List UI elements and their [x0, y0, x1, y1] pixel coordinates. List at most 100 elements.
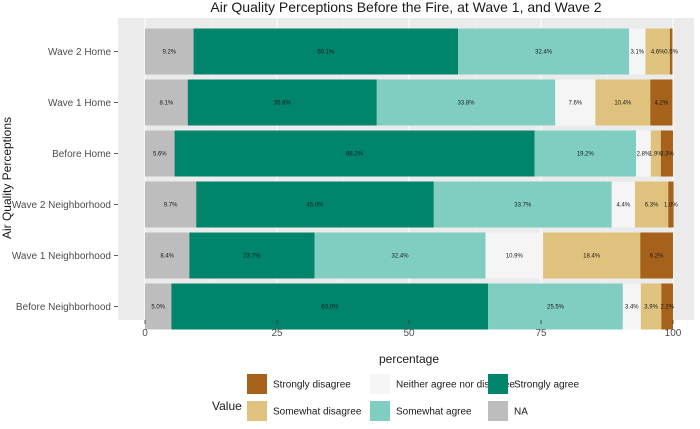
data-label: 35.8% — [274, 101, 292, 107]
y-axis-title: Air Quality Perceptions — [0, 117, 14, 239]
x-axis-ticks: 0 25 50 75 100 — [142, 320, 682, 339]
legend-label: Strongly disagree — [273, 380, 351, 391]
data-label: 19.2% — [577, 152, 595, 158]
bar-segment-strongly-disagree — [661, 283, 673, 330]
data-label: 50.1% — [317, 50, 335, 56]
data-label: 2.2% — [660, 305, 674, 311]
bar-segment-na — [145, 232, 190, 279]
bar-segment-neither-agree-nor-disagree — [636, 130, 651, 177]
bar-segment-somewhat-agree — [376, 79, 556, 126]
data-label: 3.1% — [631, 50, 645, 56]
legend-label: Somewhat disagree — [273, 407, 362, 418]
bar-segment-strongly-agree — [171, 283, 489, 330]
legend-key-somewhat-agree — [370, 401, 390, 421]
legend-label: NA — [514, 407, 528, 418]
bar-segment-na — [145, 130, 175, 177]
data-label: 68.2% — [346, 152, 364, 158]
data-label: 6.3% — [645, 203, 659, 209]
bar-segment-somewhat-disagree — [634, 181, 669, 228]
chart-title: Air Quality Perceptions Before the Fire,… — [210, 0, 601, 15]
bar-segment-strongly-disagree — [640, 232, 673, 279]
y-tick-label: Wave 2 Home — [48, 47, 111, 58]
data-label: 60.0% — [321, 305, 339, 311]
data-label: 10.9% — [506, 254, 524, 260]
bar-segment-somewhat-agree — [433, 181, 612, 228]
bar-segment-somewhat-disagree — [543, 232, 641, 279]
bar-segment-strongly-disagree — [668, 181, 674, 228]
data-label: 9.2% — [162, 50, 176, 56]
legend-key-somewhat-disagree — [247, 401, 267, 421]
bar-segment-somewhat-agree — [488, 283, 623, 330]
data-label: 6.2% — [650, 254, 664, 260]
bar-segment-neither-agree-nor-disagree — [485, 232, 544, 279]
data-label: 3.4% — [625, 305, 639, 311]
bar-segment-na — [145, 79, 188, 126]
data-label: 2.3% — [660, 152, 674, 158]
legend-label: Neither agree nor disagree — [396, 380, 515, 391]
data-label: 3.9% — [644, 305, 658, 311]
bar-segment-somewhat-disagree — [640, 283, 662, 330]
y-tick-label: Wave 1 Neighborhood — [12, 251, 111, 262]
legend-key-strongly-disagree — [247, 374, 267, 394]
data-label: 7.6% — [568, 101, 582, 107]
bar-segment-somewhat-disagree — [645, 28, 670, 75]
data-label: 25.5% — [547, 305, 565, 311]
data-label: 32.4% — [535, 50, 553, 56]
data-label: 33.8% — [458, 101, 476, 107]
data-label: 8.1% — [160, 101, 174, 107]
data-label: 5.6% — [153, 152, 167, 158]
data-label: 4.2% — [655, 101, 669, 107]
data-label: 1.0% — [664, 203, 678, 209]
data-label: 4.4% — [617, 203, 631, 209]
y-tick-label: Before Home — [52, 149, 111, 160]
bar-segment-neither-agree-nor-disagree — [629, 28, 646, 75]
y-axis-ticks: Wave 2 Home Wave 1 Home Before Home Wave 2 … — [12, 47, 118, 313]
bar-segment-neither-agree-nor-disagree — [555, 79, 596, 126]
bar-segment-strongly-agree — [187, 79, 377, 126]
legend-key-strongly-agree — [488, 374, 508, 394]
legend-title: Value — [212, 399, 242, 413]
bar-segment-na — [145, 28, 194, 75]
bar-segment-strongly-agree — [196, 181, 434, 228]
data-label: 33.7% — [514, 203, 532, 209]
x-axis-title: percentage — [379, 352, 439, 366]
data-label: 1.9% — [649, 152, 663, 158]
bar-segment-na — [145, 181, 197, 228]
segment-labels: 9.2% 50.1% 32.4% 3.1% 4.6% 0.5% 8.1% 35.8% 33.8%… — [151, 50, 678, 311]
x-tick-label: 100 — [665, 328, 682, 339]
bar-segment-somewhat-agree — [314, 232, 486, 279]
legend-label: Strongly agree — [514, 380, 579, 391]
bar-segment-somewhat-disagree — [650, 130, 661, 177]
x-tick-label: 50 — [403, 328, 415, 339]
data-label: 8.4% — [160, 254, 174, 260]
data-label: 2.8% — [637, 152, 651, 158]
bar-segment-na — [145, 283, 172, 330]
bar-segment-strongly-disagree — [660, 130, 673, 177]
bars — [145, 28, 674, 330]
bar-segment-somewhat-agree — [534, 130, 637, 177]
data-label: 45.0% — [307, 203, 325, 209]
data-label: 10.4% — [614, 101, 632, 107]
data-label: 0.5% — [664, 50, 678, 56]
legend-key-na — [488, 401, 508, 421]
x-tick-label: 25 — [271, 328, 283, 339]
bar-segment-somewhat-disagree — [595, 79, 651, 126]
legend-key-neither-agree-nor-disagree — [370, 374, 390, 394]
data-label: 32.4% — [392, 254, 410, 260]
y-tick-label: Before Neighborhood — [16, 302, 111, 313]
bar-segment-neither-agree-nor-disagree — [611, 181, 635, 228]
y-tick-label: Wave 2 Neighborhood — [12, 200, 111, 211]
x-tick-label: 0 — [142, 328, 148, 339]
bar-segment-strongly-disagree — [650, 79, 673, 126]
bar-segment-strongly-agree — [189, 232, 315, 279]
bar-segment-strongly-agree — [193, 28, 459, 75]
data-label: 5.0% — [151, 305, 165, 311]
bar-segment-neither-agree-nor-disagree — [622, 283, 641, 330]
y-tick-label: Wave 1 Home — [48, 98, 111, 109]
x-tick-label: 75 — [535, 328, 547, 339]
data-label: 4.6% — [651, 50, 665, 56]
bar-segment-strongly-disagree — [669, 28, 673, 75]
data-label: 23.7% — [243, 254, 261, 260]
bar-segment-somewhat-agree — [458, 28, 630, 75]
